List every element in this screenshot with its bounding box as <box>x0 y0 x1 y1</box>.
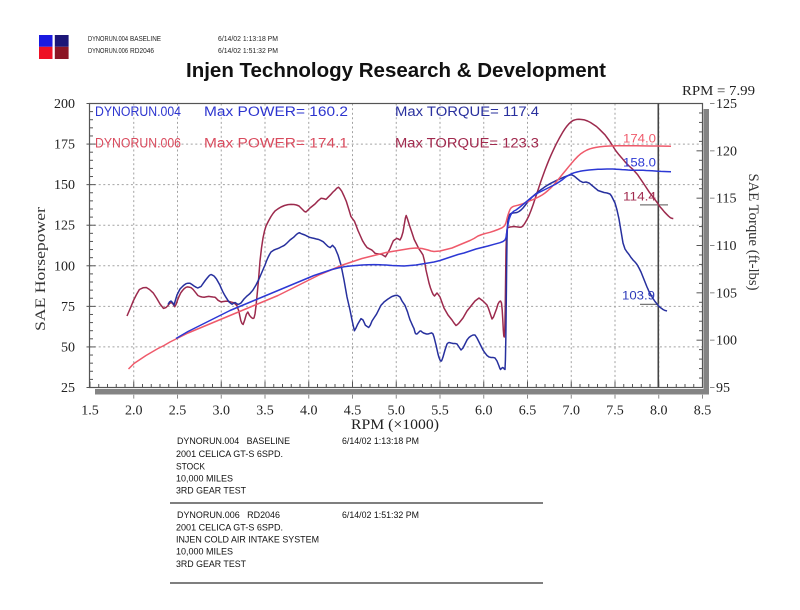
svg-text:2.5: 2.5 <box>169 403 187 418</box>
svg-text:8.5: 8.5 <box>694 403 712 418</box>
svg-text:103.9: 103.9 <box>622 291 655 303</box>
svg-text:2001 CELICA GT-S 6SPD.: 2001 CELICA GT-S 6SPD. <box>176 449 283 460</box>
svg-text:3RD GEAR TEST: 3RD GEAR TEST <box>176 486 246 497</box>
svg-text:4.5: 4.5 <box>344 403 362 418</box>
svg-text:BASELINE: BASELINE <box>130 34 161 43</box>
svg-text:6/14/02 1:51:32 PM: 6/14/02 1:51:32 PM <box>218 46 278 55</box>
svg-text:10,000 MILES: 10,000 MILES <box>176 547 233 558</box>
svg-text:115: 115 <box>716 192 736 207</box>
svg-text:5.0: 5.0 <box>387 403 405 418</box>
svg-text:110: 110 <box>716 239 736 254</box>
svg-text:75: 75 <box>61 300 75 315</box>
svg-text:120: 120 <box>716 144 737 159</box>
svg-text:125: 125 <box>716 97 737 112</box>
svg-text:DYNORUN.004: DYNORUN.004 <box>88 34 128 43</box>
svg-text:DYNORUN.006: DYNORUN.006 <box>95 136 181 151</box>
svg-text:7.0: 7.0 <box>562 403 580 418</box>
svg-text:3RD GEAR TEST: 3RD GEAR TEST <box>176 559 246 570</box>
svg-text:4.0: 4.0 <box>300 403 318 418</box>
svg-text:95: 95 <box>716 381 730 396</box>
svg-text:Max POWER= 174.1: Max POWER= 174.1 <box>204 136 348 151</box>
svg-text:100: 100 <box>716 334 737 349</box>
svg-text:Max POWER= 160.2: Max POWER= 160.2 <box>204 104 348 119</box>
svg-text:DYNORUN.006: DYNORUN.006 <box>88 46 128 55</box>
svg-text:2001 CELICA GT-S 6SPD.: 2001 CELICA GT-S 6SPD. <box>176 523 283 534</box>
svg-text:10,000 MILES: 10,000 MILES <box>176 474 233 485</box>
svg-text:DYNORUN.004: DYNORUN.004 <box>95 104 181 119</box>
svg-text:125: 125 <box>54 219 75 234</box>
svg-text:6/14/02 1:51:32 PM: 6/14/02 1:51:32 PM <box>342 510 419 521</box>
svg-text:SAE Horsepower: SAE Horsepower <box>33 207 49 331</box>
svg-text:7.5: 7.5 <box>606 403 624 418</box>
svg-text:SAE Torque (ft-lbs): SAE Torque (ft-lbs) <box>745 174 761 291</box>
svg-text:174.0: 174.0 <box>623 134 656 146</box>
svg-text:200: 200 <box>54 97 75 112</box>
svg-text:8.0: 8.0 <box>650 403 668 418</box>
svg-text:1.5: 1.5 <box>81 403 99 418</box>
svg-text:175: 175 <box>54 138 75 153</box>
svg-text:Max TORQUE= 117.4: Max TORQUE= 117.4 <box>395 104 540 119</box>
svg-text:2.0: 2.0 <box>125 403 143 418</box>
svg-text:3.5: 3.5 <box>256 403 274 418</box>
svg-text:STOCK: STOCK <box>176 462 206 473</box>
svg-text:INJEN COLD AIR INTAKE SYSTEM: INJEN COLD AIR INTAKE SYSTEM <box>176 535 319 546</box>
svg-text:150: 150 <box>54 178 75 193</box>
svg-text:100: 100 <box>54 259 75 274</box>
svg-text:6/14/02 1:13:18 PM: 6/14/02 1:13:18 PM <box>342 436 419 447</box>
svg-text:158.0: 158.0 <box>623 158 656 170</box>
svg-text:105: 105 <box>716 286 737 301</box>
svg-text:6.5: 6.5 <box>519 403 537 418</box>
svg-text:5.5: 5.5 <box>431 403 449 418</box>
svg-text:6.0: 6.0 <box>475 403 493 418</box>
svg-text:DYNORUN.004 BASELINE: DYNORUN.004 BASELINE <box>177 436 290 447</box>
svg-text:114.4: 114.4 <box>623 192 657 204</box>
svg-text:6/14/02 1:13:18 PM: 6/14/02 1:13:18 PM <box>218 34 278 43</box>
svg-text:3.0: 3.0 <box>212 403 230 418</box>
svg-text:Injen Technology Research & De: Injen Technology Research & Development <box>186 59 606 82</box>
svg-text:RPM = 7.99: RPM = 7.99 <box>682 83 755 98</box>
svg-text:25: 25 <box>61 381 75 396</box>
svg-text:Max TORQUE= 123.3: Max TORQUE= 123.3 <box>395 136 539 151</box>
svg-text:50: 50 <box>61 340 75 355</box>
svg-text:DYNORUN.006 RD2046: DYNORUN.006 RD2046 <box>177 510 280 521</box>
svg-text:RD2046: RD2046 <box>130 46 154 55</box>
svg-text:RPM (×1000): RPM (×1000) <box>351 417 439 433</box>
